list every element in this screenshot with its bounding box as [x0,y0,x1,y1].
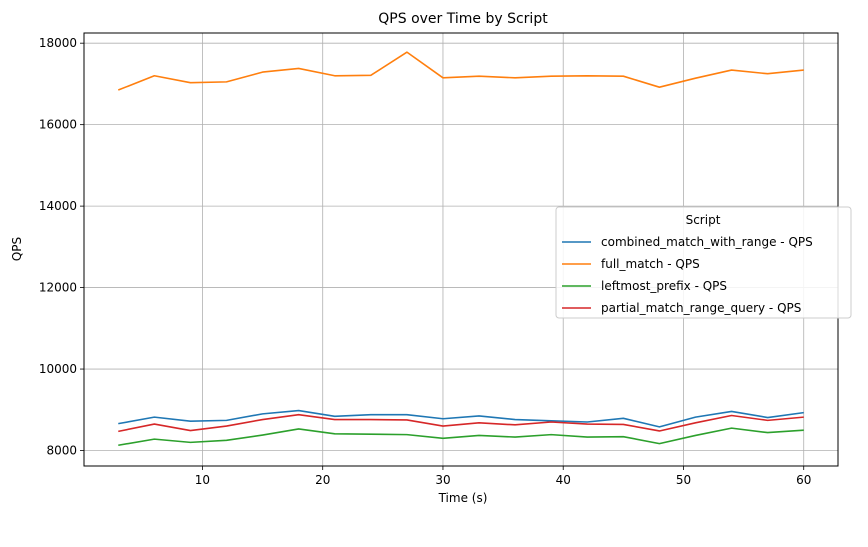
x-tick-label: 30 [435,473,450,487]
series-line-partial-match-range-query [118,413,804,433]
x-axis-label: Time (s) [438,491,488,505]
series-line-full-match [117,51,804,91]
x-axis: 10 20 30 40 50 60 [195,466,811,487]
legend-label-combined-match-with-range: combined_match_with_range - QPS [601,235,813,249]
x-tick-label: 10 [195,473,210,487]
legend-label-full-match: full_match - QPS [601,257,700,271]
y-axis-label: QPS [10,237,24,261]
series-line-combined-match-with-range [118,409,804,428]
y-tick-label: 8000 [46,444,77,458]
y-tick-label: 16000 [39,118,77,132]
legend: Script combined_match_with_range - QPS fu… [555,206,852,319]
series-lines [117,51,804,447]
x-tick-label: 40 [556,473,571,487]
legend-label-partial-match-range-query: partial_match_range_query - QPS [601,301,801,315]
chart-title: QPS over Time by Script [378,11,548,27]
y-axis: 8000 10000 12000 14000 16000 18000 [39,36,84,458]
x-tick-label: 20 [315,473,330,487]
x-tick-label: 60 [796,473,811,487]
series-line-leftmost-prefix [118,427,804,447]
y-tick-label: 10000 [39,362,77,376]
y-tick-label: 12000 [39,281,77,295]
legend-label-leftmost-prefix: leftmost_prefix - QPS [601,279,727,293]
y-tick-label: 14000 [39,199,77,213]
y-tick-label: 18000 [39,36,77,50]
x-tick-label: 50 [676,473,691,487]
legend-title: Script [686,213,721,227]
legend-box [555,206,852,319]
legend-entries: combined_match_with_range - QPS full_matc… [562,235,813,315]
